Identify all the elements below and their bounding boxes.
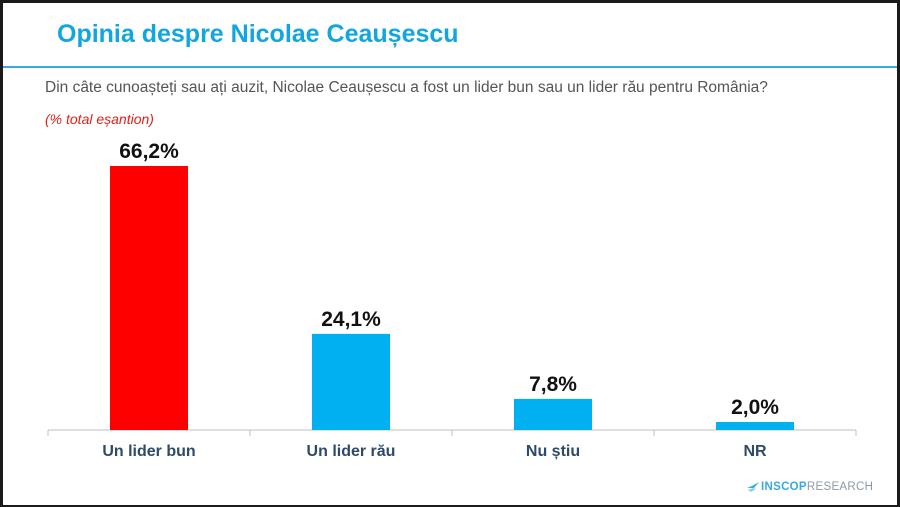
category-label-1: Un lider bun — [102, 443, 195, 460]
category-label-2: Un lider rău — [307, 443, 396, 460]
value-label-1: 66,2% — [119, 140, 179, 163]
survey-question: Din câte cunoașteți sau ați auzit, Nicol… — [45, 79, 768, 96]
value-label-2: 24,1% — [321, 308, 381, 331]
category-label-3: Nu știu — [526, 443, 580, 460]
title-divider — [3, 66, 897, 68]
inscop-logo: INSCOP RESEARCH — [747, 481, 873, 493]
bar-3 — [514, 398, 592, 430]
logo-brand: INSCOP — [761, 481, 807, 493]
logo-suffix: RESEARCH — [806, 481, 874, 493]
logo-bird-icon — [747, 482, 759, 492]
sample-note: (% total eșantion) — [45, 111, 154, 127]
bar-2 — [312, 333, 390, 430]
category-label-4: NR — [743, 443, 767, 460]
value-label-3: 7,8% — [529, 373, 577, 396]
top-border — [0, 0, 900, 3]
value-label-4: 2,0% — [731, 396, 779, 419]
bar-1 — [110, 166, 188, 430]
page-title: Opinia despre Nicolae Ceaușescu — [57, 20, 459, 48]
bar-4 — [716, 422, 794, 430]
